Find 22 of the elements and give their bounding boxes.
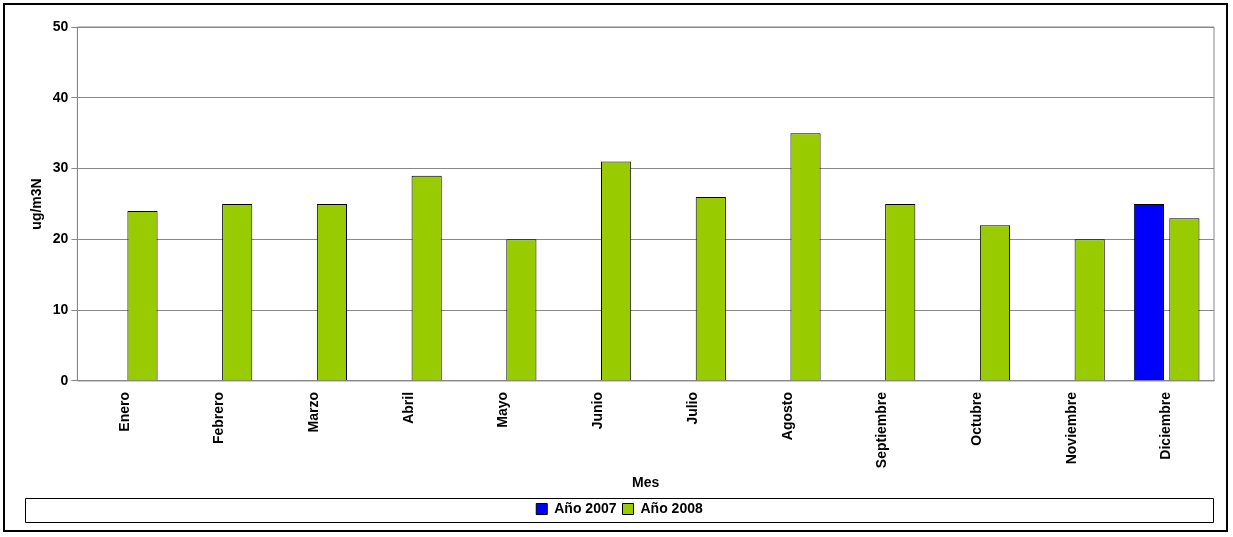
x-tick-label: Agosto bbox=[778, 391, 795, 441]
x-tick-label: Julio bbox=[683, 391, 700, 425]
x-tick-label: Octubre bbox=[968, 391, 985, 446]
y-tick-label: 0 bbox=[60, 371, 69, 388]
x-tick-label: Febrero bbox=[210, 391, 227, 445]
legend-label: Año 2008 bbox=[640, 499, 703, 516]
y-tick-label: 10 bbox=[52, 301, 69, 318]
x-tick-label: Noviembre bbox=[1062, 391, 1079, 465]
legend-label: Año 2007 bbox=[554, 499, 617, 516]
y-tick-label: 40 bbox=[52, 88, 69, 105]
x-tick-label: Mayo bbox=[494, 391, 511, 428]
y-tick-label: 30 bbox=[52, 159, 69, 176]
x-tick-label: Diciembre bbox=[1157, 391, 1174, 460]
x-tick-label: Enero bbox=[115, 391, 132, 432]
y-tick-label: 50 bbox=[52, 17, 69, 34]
y-tick-label: 20 bbox=[52, 230, 69, 247]
x-tick-label: Abril bbox=[399, 391, 416, 424]
x-axis-title: Mes bbox=[632, 474, 660, 491]
x-tick-label: Septiembre bbox=[873, 391, 890, 469]
y-axis-title: ug/m3N bbox=[28, 178, 45, 230]
x-tick-label: Junio bbox=[589, 391, 606, 430]
x-tick-label: Marzo bbox=[305, 391, 322, 433]
